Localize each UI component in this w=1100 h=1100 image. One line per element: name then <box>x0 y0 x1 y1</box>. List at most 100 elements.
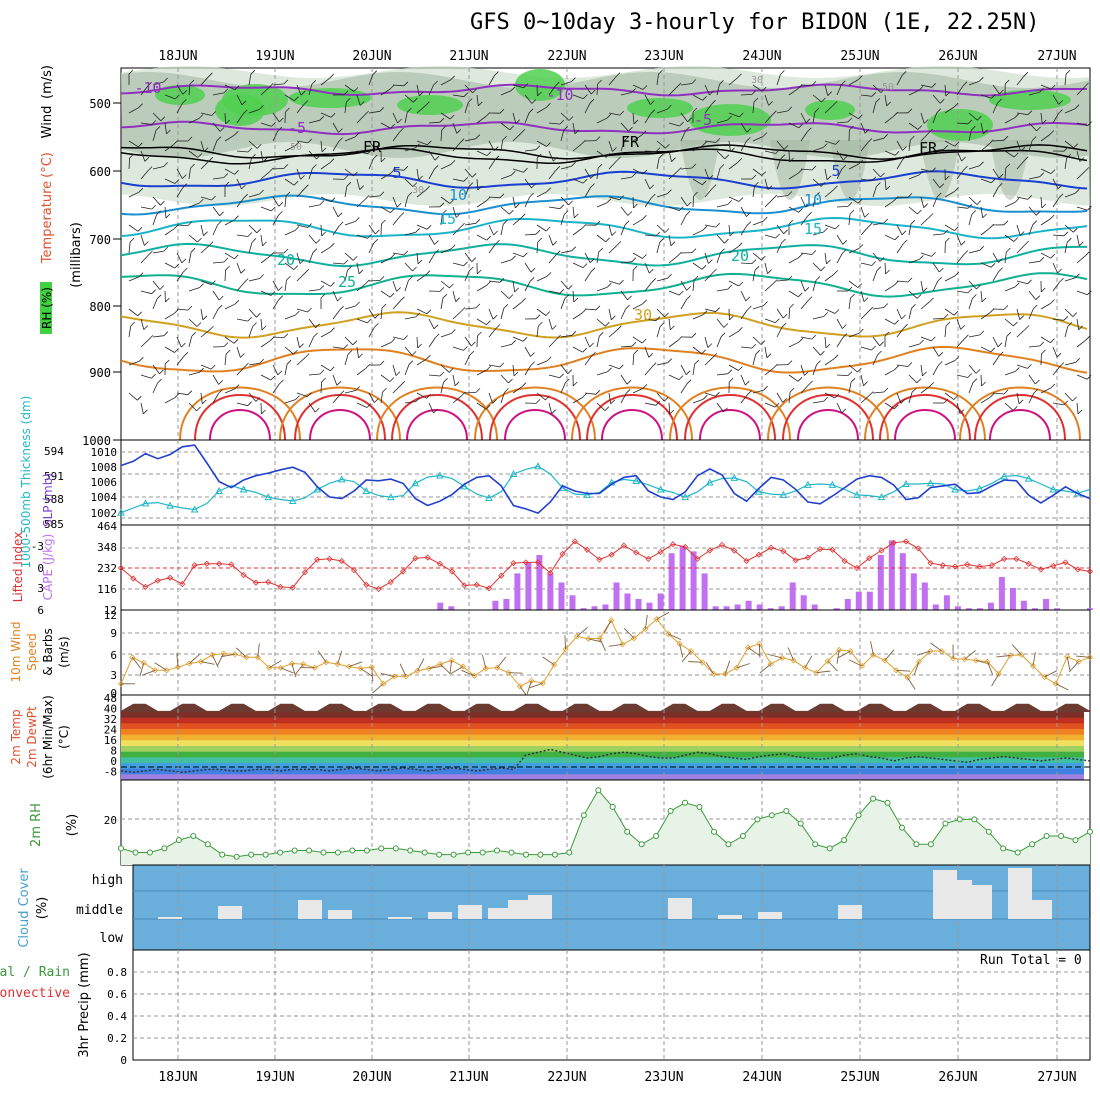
contour-label: 5 <box>831 162 840 180</box>
pressure-tick: 600 <box>89 165 111 179</box>
rh-point <box>334 849 341 856</box>
wind-speed-point <box>174 664 182 671</box>
thickness-tick: 594 <box>44 445 64 458</box>
rh-point <box>523 851 529 858</box>
lifted-index-point <box>866 555 873 562</box>
li-tick: 0 <box>37 562 44 575</box>
lifted-index-point <box>228 561 235 568</box>
wind-speed-point <box>459 663 467 670</box>
wind-barb <box>1066 656 1071 671</box>
lifted-index-point <box>265 578 272 586</box>
wind-speed-point <box>402 673 410 680</box>
wind-speed-point <box>972 657 980 664</box>
lifted-index-point <box>988 562 995 569</box>
lifted-index-label: Lifted Index <box>11 532 25 603</box>
wind-panel-label: Speed <box>25 633 39 671</box>
slp-tick: 1008 <box>91 461 118 474</box>
pressure-axis: 500 600 700 800 900 1000 <box>82 97 121 448</box>
wind-tick: 12 <box>104 609 117 622</box>
lifted-index-point <box>596 556 603 563</box>
cloud-bar <box>458 905 482 919</box>
lifted-index-cape-panel: -3 0 3 6 464 348 232 116 12 <box>31 520 1094 617</box>
wind-barb <box>360 668 373 677</box>
wind-barb <box>827 660 838 672</box>
rh-point <box>204 841 211 848</box>
temp-panel-label: 2m DewPt <box>25 706 39 768</box>
thickness-point <box>1024 474 1033 482</box>
rh-point <box>653 833 660 839</box>
cloud-tick: middle <box>76 903 123 918</box>
wind-speed-point <box>1086 654 1094 661</box>
lifted-index-point <box>179 581 186 588</box>
pressure-tick: 1000 <box>82 434 111 448</box>
slp-tick: 1010 <box>91 446 118 459</box>
lifted-index-point <box>1050 562 1057 569</box>
rh-point <box>797 820 804 827</box>
cape-bar <box>910 573 917 610</box>
thickness-point <box>730 473 739 481</box>
date-label-top: 20JUN <box>352 49 391 64</box>
lifted-index-point <box>682 543 689 551</box>
lifted-index-point <box>142 583 149 590</box>
rh-point <box>725 841 732 848</box>
cape-bar <box>811 604 818 610</box>
cape-bar <box>690 551 697 610</box>
temp-panel-label: (6hr Min/Max) <box>41 695 55 779</box>
wind-barb <box>576 627 588 637</box>
lifted-index-point <box>534 559 542 566</box>
wind-speed-point <box>288 660 296 667</box>
lifted-index-point <box>584 546 591 553</box>
wind-barb <box>896 669 911 672</box>
rh-point <box>638 841 645 848</box>
wind-speed-point <box>790 657 797 664</box>
wind-tick: 6 <box>110 649 117 662</box>
temp-panel-label: (°C) <box>57 725 71 749</box>
lifted-index-point <box>608 551 615 558</box>
wind-barb <box>747 647 760 656</box>
thickness-point <box>411 479 420 487</box>
lifted-index-point <box>694 555 701 562</box>
contour-label: 30 <box>751 75 763 86</box>
wind-barb <box>768 654 783 659</box>
rh-point <box>421 849 428 856</box>
rh-point <box>609 803 616 810</box>
rh-point <box>1029 841 1036 848</box>
rh-point <box>378 845 385 852</box>
wind-label: Wind <box>40 106 55 139</box>
wind-speed-point <box>528 677 535 684</box>
cape-bar <box>899 553 906 610</box>
contour-label: 50 <box>290 142 302 153</box>
panel-y-labels: RH (%) Temperature (°C) Wind (m/s) (millibars… <box>0 65 92 1058</box>
wind-speed-point <box>630 635 638 642</box>
wind-barb <box>372 683 384 694</box>
date-label-bottom: 27JUN <box>1037 1070 1076 1085</box>
cape-bar <box>624 593 631 610</box>
rh-point <box>768 812 775 819</box>
thickness-point <box>1000 472 1008 480</box>
cloud-bar <box>428 912 452 919</box>
cloud-bar <box>758 912 782 919</box>
cloud-bar <box>388 917 412 919</box>
wind-barb <box>399 663 407 677</box>
cloud-unit-label: (%) <box>35 897 50 920</box>
cape-bar <box>591 606 598 610</box>
wind-speed-point <box>950 655 957 662</box>
lifted-index-point <box>498 572 505 579</box>
cloud-bar <box>1028 900 1052 919</box>
wind-barb <box>1044 670 1058 678</box>
rh-point <box>739 833 746 839</box>
lifted-index-point <box>191 562 198 569</box>
wind-speed-point <box>152 667 159 674</box>
rh-point <box>566 849 573 856</box>
rh-point <box>971 816 978 823</box>
rh-point <box>291 847 298 854</box>
li-tick: 3 <box>37 582 44 595</box>
lifted-index-point <box>792 557 799 564</box>
rh-point <box>667 808 674 814</box>
date-label-bottom: 21JUN <box>449 1070 488 1085</box>
lifted-index-point <box>412 555 419 562</box>
wind-speed-point <box>209 651 216 658</box>
rh-point <box>146 849 153 856</box>
wind-barb <box>986 661 994 675</box>
wind-speed-point <box>596 635 603 642</box>
